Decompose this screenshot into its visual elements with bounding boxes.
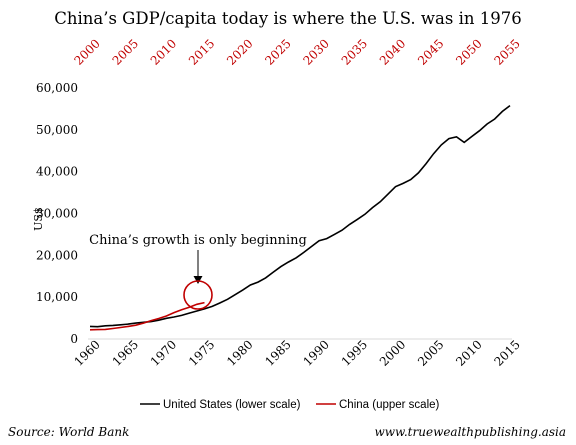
x-upper-tick-label: 2055	[491, 36, 522, 67]
x-lower-tick-label: 1995	[339, 337, 370, 368]
website-note: www.truewealthpublishing.asia	[374, 425, 566, 439]
legend-label-china: China (upper scale)	[339, 399, 440, 411]
us-series-line	[89, 104, 511, 328]
x-upper-tick-label: 2000	[71, 36, 102, 67]
y-tick-label: 30,000	[36, 207, 78, 221]
y-tick-label: 0	[70, 332, 78, 346]
y-tick-label: 20,000	[36, 248, 78, 262]
x-upper-tick-label: 2025	[262, 36, 293, 67]
x-lower-tick-label: 2015	[491, 337, 522, 368]
y-tick-label: 60,000	[36, 81, 78, 95]
x-lower-tick-label: 2000	[377, 337, 408, 368]
annotation-arrow-head	[193, 276, 203, 284]
x-lower-tick-label: 1990	[301, 337, 332, 368]
y-axis-labels: 0 10,000 20,000 30,000 40,000 50,000 60,000	[36, 81, 78, 346]
x-lower-tick-label: 1970	[148, 337, 179, 368]
x-lower-tick-label: 1985	[262, 337, 293, 368]
lower-axis-labels: 1960 1965 1970 1975 1980 1985 1990 1995 2000 2005…	[71, 337, 522, 368]
y-tick-label: 40,000	[36, 165, 78, 179]
x-lower-tick-label: 2005	[415, 337, 446, 368]
x-lower-tick-label: 1980	[224, 337, 255, 368]
chart-title: China’s GDP/capita today is where the U.…	[54, 9, 522, 28]
y-tick-label: 10,000	[36, 290, 78, 304]
x-upper-tick-label: 2030	[301, 36, 332, 67]
x-upper-tick-label: 2005	[110, 36, 141, 67]
upper-axis-labels: 2000 2005 2010 2015 2020 2025 2030 2035 2040 2045…	[71, 36, 522, 67]
x-upper-tick-label: 2045	[415, 36, 446, 67]
annotation-circle	[183, 280, 213, 310]
x-upper-tick-label: 2040	[377, 36, 408, 67]
source-note: Source: World Bank	[8, 425, 129, 439]
x-upper-tick-label: 2010	[148, 36, 179, 67]
x-lower-tick-label: 1975	[186, 337, 217, 368]
x-lower-tick-label: 1965	[110, 337, 141, 368]
legend-label-us: United States (lower scale)	[163, 399, 301, 411]
x-upper-tick-label: 2035	[339, 36, 370, 67]
x-upper-tick-label: 2020	[224, 36, 255, 67]
y-tick-label: 50,000	[36, 123, 78, 137]
x-upper-tick-label: 2015	[186, 36, 217, 67]
x-upper-tick-label: 2050	[453, 36, 484, 67]
y-axis-label: US$	[32, 207, 45, 231]
china-series-line	[89, 301, 205, 331]
x-lower-tick-label: 2010	[453, 337, 484, 368]
annotation-text: China’s growth is only beginning	[89, 233, 307, 248]
